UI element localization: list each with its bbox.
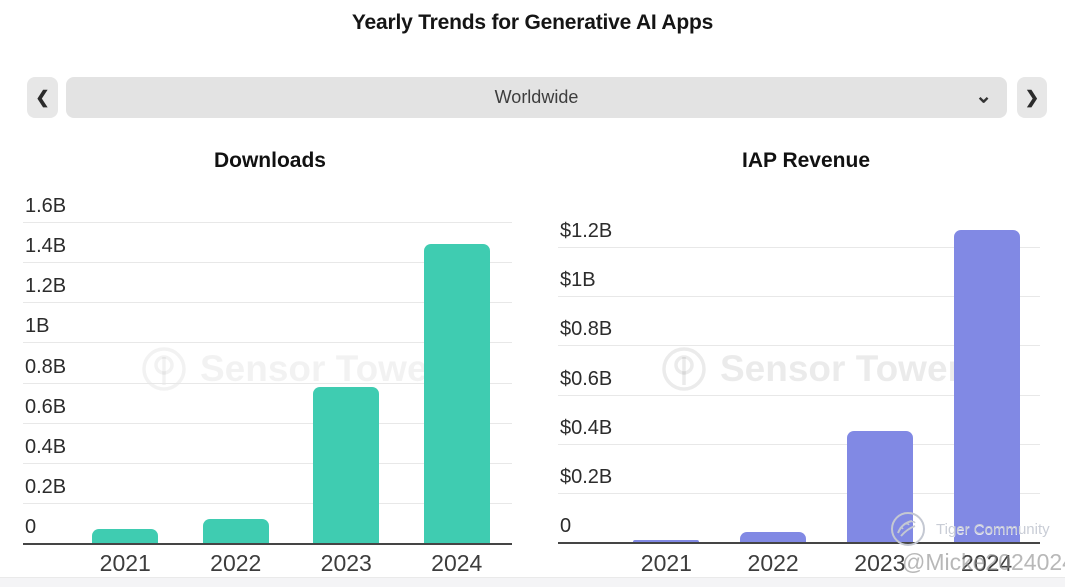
gridline xyxy=(23,222,512,223)
bar-2023[interactable] xyxy=(313,386,380,543)
y-tick-label: $0.6B xyxy=(560,367,613,390)
y-tick-label: $1B xyxy=(560,269,596,292)
gridline xyxy=(558,247,1040,248)
gridline xyxy=(558,492,1040,494)
bar-2024[interactable] xyxy=(953,229,1020,542)
y-tick-label: 1.4B xyxy=(25,235,67,258)
x-tick-label: 2022 xyxy=(747,550,799,576)
iap-revenue-chart-title: IAP Revenue xyxy=(742,149,870,172)
region-dropdown[interactable]: Worldwide ⌄ xyxy=(66,77,1007,118)
gridline xyxy=(23,502,512,504)
x-tick-label: 2021 xyxy=(640,550,692,576)
y-tick-label: 0.6B xyxy=(25,395,67,418)
bar-2021[interactable] xyxy=(633,539,700,542)
chevron-left-icon: ❮ xyxy=(35,87,50,107)
bar-2022[interactable] xyxy=(202,518,269,543)
chevron-down-icon: ⌄ xyxy=(975,84,992,107)
gridline xyxy=(23,342,512,344)
x-axis-line xyxy=(23,543,512,545)
gridline xyxy=(23,382,512,384)
x-axis-line xyxy=(558,542,1040,544)
gridline xyxy=(558,394,1040,396)
y-tick-label: $0.2B xyxy=(560,465,613,488)
gridline xyxy=(23,302,512,304)
bar-2022[interactable] xyxy=(740,532,807,542)
x-tick-label: 2021 xyxy=(99,550,151,576)
x-tick-label: 2023 xyxy=(320,550,372,576)
downloads-chart-title: Downloads xyxy=(213,149,326,172)
region-dropdown-value: Worldwide xyxy=(494,87,579,107)
bottom-strip xyxy=(0,577,1065,587)
next-button[interactable]: ❯ xyxy=(1017,77,1047,118)
gridline xyxy=(23,262,512,264)
y-tick-label: 0.4B xyxy=(25,435,67,458)
gridline xyxy=(23,422,512,424)
gridline xyxy=(558,296,1040,298)
y-tick-label: $0.8B xyxy=(560,318,613,341)
gridline xyxy=(23,462,512,464)
x-tick-label: 2024 xyxy=(961,550,1013,576)
x-tick-label: 2023 xyxy=(854,550,906,576)
bar-2021[interactable] xyxy=(92,528,159,543)
previous-button[interactable]: ❮ xyxy=(27,77,58,118)
chevron-right-icon: ❯ xyxy=(1024,87,1040,107)
bar-2023[interactable] xyxy=(846,431,913,542)
y-tick-label: 1.2B xyxy=(25,275,67,298)
y-tick-label: 0.8B xyxy=(25,355,67,378)
y-tick-label: 0.2B xyxy=(25,475,67,498)
x-tick-label: 2024 xyxy=(431,550,483,576)
y-tick-label: $0.4B xyxy=(560,416,613,439)
y-tick-label: 1.6B xyxy=(25,195,67,217)
x-tick-label: 2022 xyxy=(210,550,262,576)
gridline xyxy=(558,345,1040,347)
y-tick-label: $1.2B xyxy=(560,220,613,242)
y-tick-label: 0 xyxy=(25,516,37,538)
page-title: Yearly Trends for Generative AI Apps xyxy=(351,11,714,34)
gridline xyxy=(558,443,1040,445)
bar-2024[interactable] xyxy=(423,244,490,543)
y-tick-label: 0 xyxy=(560,515,572,537)
y-tick-label: 1B xyxy=(25,315,50,338)
